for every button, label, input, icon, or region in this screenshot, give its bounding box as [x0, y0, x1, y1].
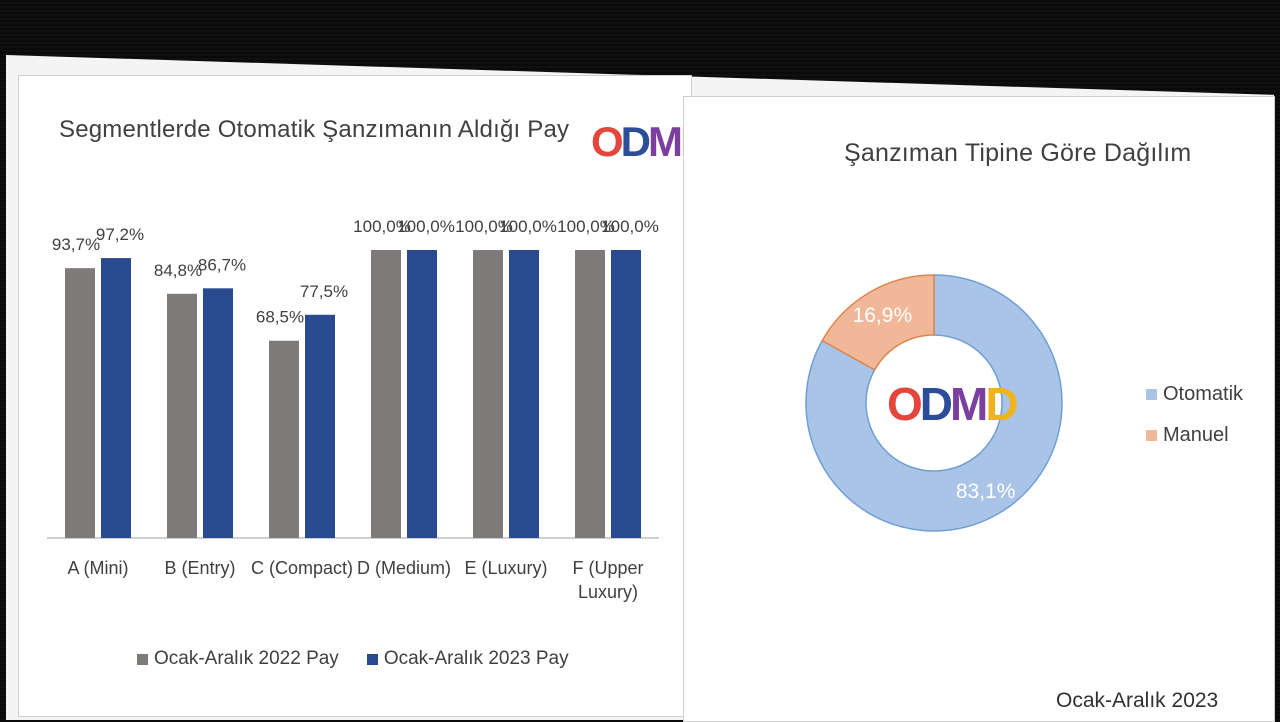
legend-swatch-2022 — [137, 653, 148, 665]
bar-2022 — [167, 293, 197, 538]
bar-value-label: 68,5% — [256, 308, 304, 327]
legend-item-2022: Ocak-Aralık 2022 Pay — [137, 648, 339, 670]
bar-value-label: 100,0% — [455, 217, 513, 236]
bar-2023 — [611, 250, 641, 538]
bar-2022 — [473, 250, 503, 538]
bar-value-label: 97,2% — [96, 225, 144, 244]
bar-value-label: 100,0% — [557, 217, 615, 236]
bar-value-label: 84,8% — [154, 261, 202, 280]
x-tick-label: E (Luxury) — [464, 558, 547, 578]
bar-chart: 93,7%97,2% A (Mini) 84,8%86,7% B (Entry) 68,… — [47, 217, 659, 602]
x-tick-label: B (Entry) — [164, 558, 235, 578]
legend-item-manuel: Manuel — [1146, 424, 1243, 447]
bar-2022 — [65, 268, 95, 538]
donut-legend: Otomatik Manuel — [1146, 383, 1243, 465]
legend-swatch-manuel — [1146, 430, 1157, 441]
bar-chart-panel: Segmentlerde Otomatik Şanzımanın Aldığı … — [18, 75, 692, 717]
logo-letter: D — [919, 378, 953, 430]
period-label: Ocak-Aralık 2023 — [1056, 689, 1219, 712]
legend-label-2023: Ocak-Aralık 2023 Pay — [383, 648, 569, 669]
donut-value-label: 16,9% — [853, 304, 913, 327]
logo-letter: D — [620, 118, 651, 165]
donut-slice-manuel — [821, 274, 935, 371]
bar-value-label: 93,7% — [52, 235, 100, 254]
legend-label-manuel: Manuel — [1163, 424, 1229, 446]
bar-2023 — [407, 250, 437, 538]
bar-2022 — [269, 340, 299, 538]
logo-letter: O — [887, 378, 923, 430]
logo-letter: M — [950, 378, 988, 430]
bar-2023 — [203, 288, 233, 538]
x-tick-label: C (Compact) — [251, 558, 353, 578]
bar-value-label: 100,0% — [397, 217, 455, 236]
bar-2022 — [575, 250, 605, 538]
bar-value-label: 100,0% — [499, 217, 557, 236]
bar-value-label: 77,5% — [300, 282, 348, 301]
bar-2023 — [101, 258, 131, 538]
bar-value-label: 86,7% — [198, 255, 246, 274]
bar-chart-title: Segmentlerde Otomatik Şanzımanın Aldığı … — [59, 116, 570, 143]
x-tick-label: Luxury) — [578, 582, 638, 602]
legend-label-2022: Ocak-Aralık 2022 Pay — [154, 648, 339, 669]
donut-chart: 83,1% 16,9% — [805, 274, 1063, 532]
legend-label-otomatik: Otomatik — [1163, 383, 1244, 405]
bar-value-label: 100,0% — [601, 217, 659, 236]
bar-2023 — [305, 314, 335, 538]
donut-value-label: 83,1% — [956, 480, 1016, 503]
bar-chart-legend: Ocak-Aralık 2022 Pay Ocak-Aralık 2023 Pa… — [137, 648, 569, 670]
odmd-logo-center: ODMD — [887, 377, 1019, 431]
donut-slice-otomatik — [805, 274, 1063, 532]
legend-item-2023: Ocak-Aralık 2023 Pay — [366, 648, 569, 670]
bar-2023 — [509, 250, 539, 538]
bar-2022 — [371, 250, 401, 538]
logo-letter: D — [985, 378, 1018, 430]
legend-swatch-otomatik — [1146, 389, 1157, 400]
donut-chart-panel: Şanzıman Tipine Göre Dağılım 83,1% 16,9% … — [683, 96, 1275, 722]
x-tick-label: F (Upper — [572, 558, 643, 578]
bar-value-label: 100,0% — [353, 217, 411, 236]
logo-letter: M — [648, 118, 683, 165]
legend-swatch-2023 — [366, 653, 378, 665]
legend-item-otomatik: Otomatik — [1146, 383, 1243, 406]
x-tick-label: A (Mini) — [67, 558, 128, 578]
x-tick-label: D (Medium) — [357, 558, 451, 578]
logo-letter: O — [591, 118, 624, 165]
donut-chart-title: Şanzıman Tipine Göre Dağılım — [844, 139, 1192, 167]
